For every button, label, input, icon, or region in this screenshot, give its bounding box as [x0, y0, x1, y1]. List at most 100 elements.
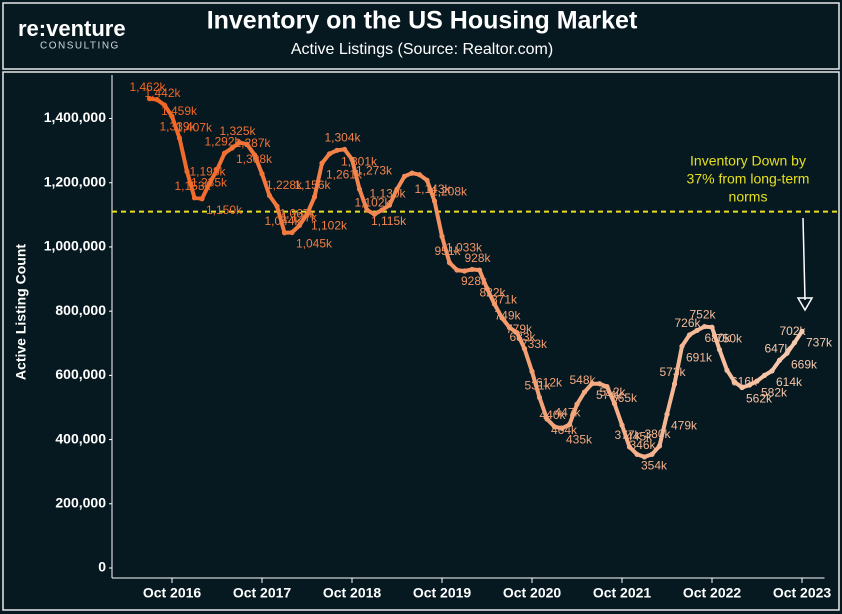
value-label: 1,045k	[296, 237, 333, 251]
annotation-arrow	[802, 217, 806, 301]
point	[251, 152, 258, 158]
value-label: 1,462k	[129, 80, 166, 94]
value-label: 702k	[779, 324, 806, 338]
x-tick-label: Oct 2019	[413, 585, 472, 601]
value-label: 1,033k	[446, 241, 483, 255]
y-tick-label: 600,000	[55, 366, 106, 382]
point	[664, 411, 670, 417]
point	[491, 301, 498, 307]
value-label: 354k	[641, 459, 668, 473]
value-label: 440k	[539, 408, 566, 422]
point	[319, 160, 325, 166]
point	[769, 368, 775, 374]
value-label: 871k	[491, 293, 518, 307]
point	[694, 327, 700, 334]
point	[169, 113, 175, 119]
value-label: 445k	[626, 429, 653, 443]
value-label: 377k	[614, 428, 641, 442]
value-label: 1,115k	[371, 214, 407, 228]
value-label: 1,407k	[176, 120, 213, 134]
point	[641, 454, 648, 460]
point	[311, 194, 318, 200]
point	[206, 180, 213, 186]
point	[431, 198, 438, 204]
y-tick-label: 1,400,000	[44, 109, 106, 125]
point	[671, 381, 678, 387]
point	[754, 378, 760, 384]
point	[731, 379, 738, 385]
point	[626, 444, 633, 450]
point	[446, 260, 453, 266]
point	[521, 346, 528, 352]
point	[281, 230, 288, 236]
annotation: norms	[729, 189, 768, 205]
point	[191, 195, 198, 201]
value-label: 1,102k	[311, 218, 348, 232]
value-label: 1,325k	[219, 124, 256, 138]
value-label: 1,044k	[264, 214, 301, 228]
x-tick-label: Oct 2022	[683, 585, 742, 601]
point	[394, 186, 400, 192]
point	[454, 267, 460, 273]
point	[799, 328, 805, 334]
point	[529, 368, 535, 375]
value-label: 1,339k	[159, 119, 196, 133]
point	[619, 422, 625, 428]
point	[686, 332, 693, 338]
value-label: 1,287k	[234, 136, 271, 150]
point	[229, 145, 235, 151]
point	[379, 207, 385, 213]
point	[656, 443, 663, 449]
header-frame	[2, 2, 840, 70]
value-label: 1,208k	[431, 184, 468, 198]
point	[296, 222, 303, 229]
point	[566, 421, 573, 428]
point	[274, 203, 280, 209]
point	[596, 381, 603, 387]
value-label: 447k	[554, 406, 581, 420]
point	[559, 425, 565, 431]
x-tick-label: Oct 2018	[323, 585, 382, 601]
point	[266, 192, 273, 199]
value-label: 779k	[506, 322, 533, 336]
point	[514, 330, 520, 336]
point	[236, 140, 243, 146]
value-label: 737k	[806, 336, 833, 350]
value-label: 512k	[599, 385, 626, 399]
y-tick-label: 800,000	[55, 302, 106, 318]
point	[386, 202, 393, 208]
point	[604, 384, 610, 390]
point	[634, 451, 640, 457]
value-label: 531k	[524, 379, 551, 393]
point	[746, 382, 753, 388]
value-label: 669k	[791, 357, 818, 371]
point	[791, 340, 798, 346]
point	[326, 151, 333, 157]
value-label: 582k	[761, 385, 788, 399]
x-tick-label: Oct 2020	[503, 585, 562, 601]
point	[154, 96, 160, 103]
point	[416, 172, 423, 178]
value-label: 1,102k	[354, 195, 391, 209]
point	[476, 267, 483, 273]
y-tick-label: 200,000	[55, 494, 106, 510]
y-axis-label: Active Listing Count	[13, 244, 29, 380]
point	[364, 207, 370, 213]
annotation: Inventory Down by	[690, 153, 806, 169]
value-label: 1,308k	[236, 152, 273, 166]
plot-frame	[2, 71, 840, 611]
point	[341, 146, 348, 152]
x-tick-label: Oct 2023	[773, 585, 832, 601]
point	[304, 211, 310, 217]
value-label: 1,150k	[206, 203, 243, 217]
value-label: 951k	[434, 244, 461, 258]
value-label: 750k	[716, 331, 743, 345]
point	[146, 96, 153, 102]
value-label: 1,156k	[294, 178, 331, 192]
value-label: 574k	[596, 388, 623, 402]
point	[784, 350, 790, 356]
point	[776, 357, 783, 363]
line	[149, 96, 804, 459]
